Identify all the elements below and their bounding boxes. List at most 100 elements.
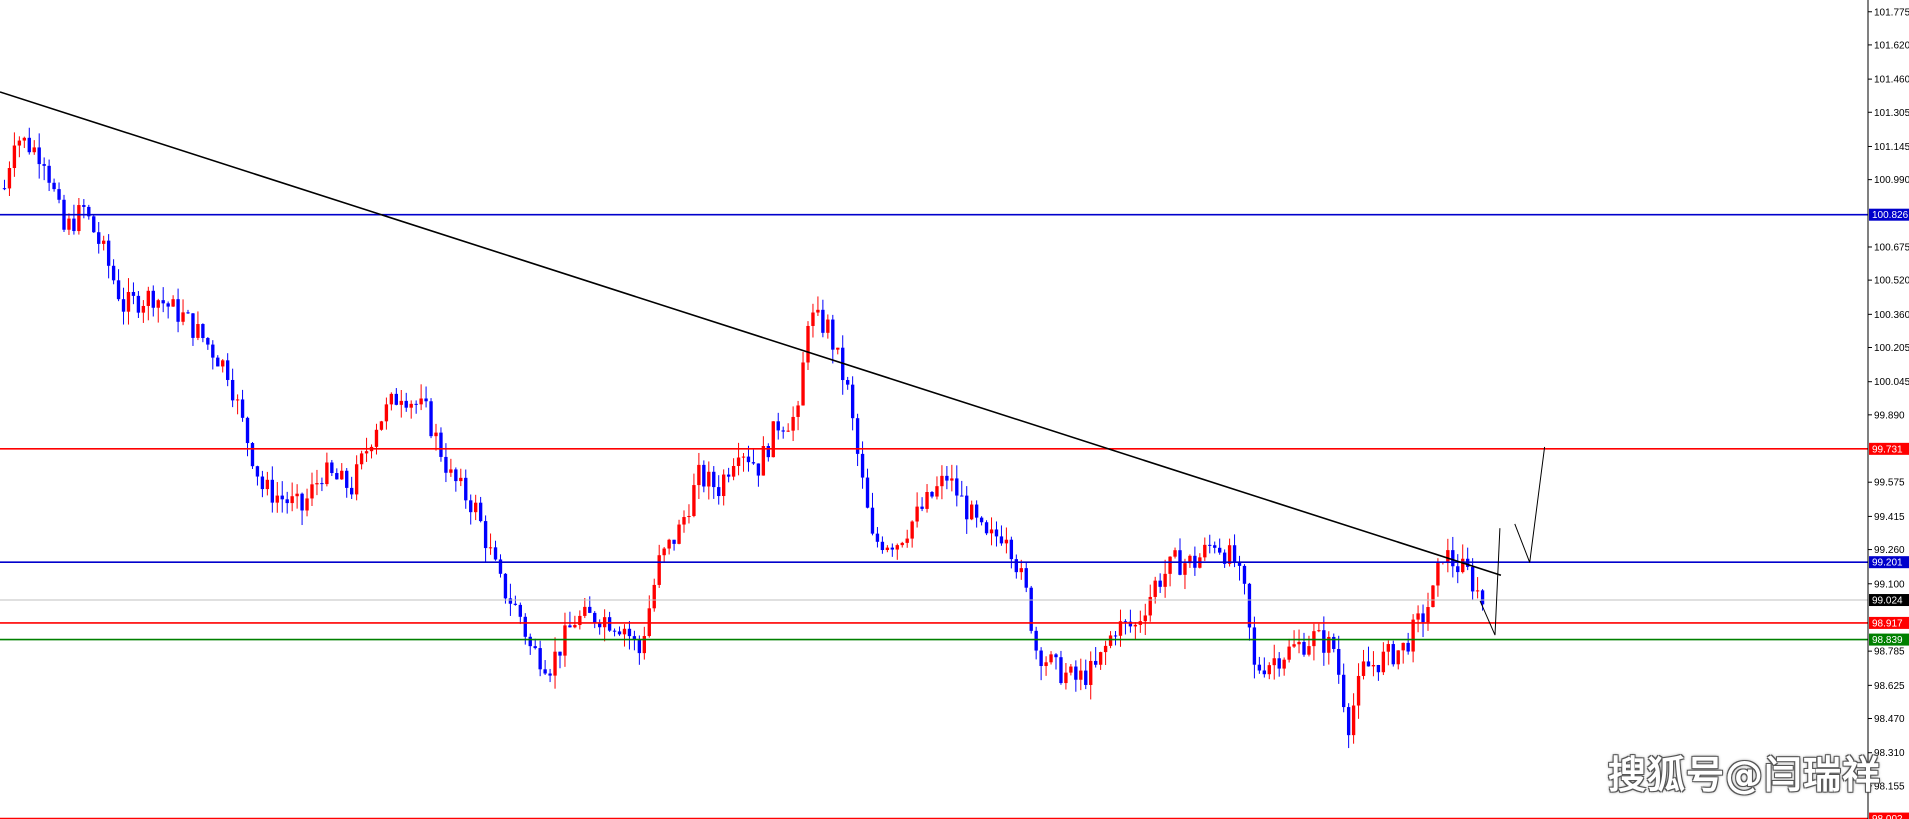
candle-bull bbox=[434, 432, 438, 437]
candle-bear bbox=[702, 464, 706, 487]
candle-bull bbox=[126, 291, 131, 312]
axis-tick-label: 101.620 bbox=[1874, 40, 1909, 51]
candle-bear bbox=[821, 309, 825, 333]
candle-bear bbox=[464, 477, 468, 501]
candle-bull bbox=[905, 538, 909, 543]
current-price-tag: 99.024 bbox=[1869, 594, 1909, 607]
candle-bear bbox=[717, 487, 721, 497]
axis-tick-label: 98.625 bbox=[1874, 681, 1905, 692]
candle-bear bbox=[568, 625, 572, 628]
candle-bull bbox=[578, 615, 582, 626]
candle-bear bbox=[781, 430, 785, 432]
candle-bear bbox=[42, 164, 46, 166]
candle-bear bbox=[920, 506, 924, 509]
candle-bear bbox=[890, 547, 894, 550]
candle-bull bbox=[806, 325, 810, 363]
candle-bull bbox=[989, 529, 994, 534]
candle-bear bbox=[1054, 654, 1058, 658]
candle-bear bbox=[538, 648, 542, 670]
candle-bull bbox=[1327, 636, 1331, 653]
candle-bear bbox=[131, 291, 136, 296]
candle-bear bbox=[57, 189, 61, 200]
candle-bear bbox=[429, 401, 433, 437]
candle-bear bbox=[478, 502, 483, 522]
projection-path-2 bbox=[1514, 446, 1546, 563]
candle-bear bbox=[1470, 566, 1475, 592]
candle-bull bbox=[900, 542, 904, 546]
candle-bull bbox=[1282, 659, 1286, 669]
candle-bear bbox=[1158, 580, 1162, 587]
candle-bull bbox=[359, 453, 364, 465]
axis-tick-label: 100.990 bbox=[1874, 175, 1909, 186]
axis-tick-label: 99.415 bbox=[1874, 512, 1905, 523]
candle-bear bbox=[226, 360, 230, 380]
candle-bear bbox=[1034, 630, 1038, 651]
candle-bear bbox=[508, 598, 513, 604]
candle-bear bbox=[166, 303, 170, 307]
candle-bear bbox=[300, 493, 304, 511]
candle-bull bbox=[1079, 670, 1083, 680]
axis-tick-label: 100.045 bbox=[1874, 377, 1909, 388]
candle-bull bbox=[102, 240, 106, 244]
axis-tick-label: 101.145 bbox=[1874, 142, 1909, 153]
candle-bull bbox=[741, 456, 746, 458]
candle-bear bbox=[533, 646, 537, 649]
candle-bear bbox=[186, 312, 190, 314]
candle-bear bbox=[1480, 590, 1485, 605]
candle-bull bbox=[662, 548, 666, 556]
candle-bull bbox=[682, 517, 686, 525]
candle-bull bbox=[1356, 675, 1361, 706]
candle-bull bbox=[1098, 652, 1103, 665]
candle-bear bbox=[404, 400, 408, 408]
trend-lines-layer bbox=[0, 91, 1546, 636]
candle-bear bbox=[846, 380, 850, 385]
candle-bear bbox=[1451, 550, 1455, 567]
candle-bull bbox=[950, 478, 954, 481]
candle-bull bbox=[687, 515, 691, 518]
candle-bear bbox=[439, 432, 443, 457]
candle-bear bbox=[82, 205, 86, 207]
candle-bear bbox=[320, 483, 324, 485]
candle-bear bbox=[350, 487, 354, 495]
candle-bear bbox=[558, 651, 562, 656]
level-price-tag: 98.917 bbox=[1869, 616, 1909, 629]
candle-bear bbox=[1277, 658, 1281, 669]
svg-text:99.201: 99.201 bbox=[1872, 558, 1903, 569]
candle-bear bbox=[1252, 627, 1257, 665]
candle-bear bbox=[230, 379, 235, 401]
candle-bear bbox=[598, 623, 602, 628]
candle-bear bbox=[528, 636, 532, 647]
candle-bear bbox=[607, 617, 612, 631]
candle-bull bbox=[736, 457, 741, 466]
descending-trendline bbox=[0, 91, 1502, 576]
candle-bull bbox=[488, 547, 493, 549]
candle-bear bbox=[994, 529, 999, 537]
candle-bear bbox=[469, 500, 473, 513]
candle-bull bbox=[722, 474, 726, 497]
candle-bull bbox=[389, 393, 394, 405]
candle-bear bbox=[37, 147, 41, 165]
candle-bull bbox=[156, 300, 160, 308]
candle-bull bbox=[1461, 558, 1465, 573]
candle-bull bbox=[1436, 561, 1440, 586]
candle-bull bbox=[1019, 568, 1023, 573]
candle-bear bbox=[1024, 568, 1028, 588]
candle-bull bbox=[970, 504, 974, 520]
candle-bear bbox=[548, 673, 552, 676]
candle-bull bbox=[12, 145, 17, 169]
candle-bull bbox=[1312, 631, 1316, 647]
candle-bear bbox=[1262, 670, 1266, 675]
candle-bear bbox=[483, 521, 488, 549]
candle-bear bbox=[880, 541, 885, 551]
candle-bear bbox=[637, 639, 642, 654]
axis-tick-label: 100.675 bbox=[1874, 242, 1909, 253]
candle-bull bbox=[657, 555, 661, 585]
candle-bull bbox=[1371, 665, 1376, 667]
candle-bull bbox=[354, 464, 359, 495]
candle-bull bbox=[811, 312, 815, 326]
candle-bear bbox=[1084, 670, 1088, 685]
candle-bull bbox=[290, 496, 294, 504]
candle-bear bbox=[285, 499, 289, 504]
candle-bull bbox=[1089, 660, 1093, 685]
